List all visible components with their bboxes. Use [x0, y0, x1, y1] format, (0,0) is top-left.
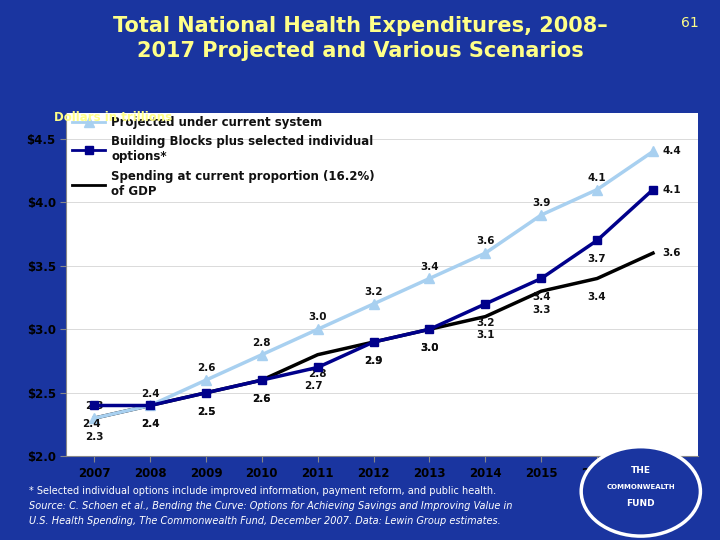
Text: 2.4: 2.4	[82, 420, 101, 429]
Text: U.S. Health Spending, The Commonwealth Fund, December 2007. Data: Lewin Group es: U.S. Health Spending, The Commonwealth F…	[29, 516, 500, 526]
Text: 3.2: 3.2	[476, 318, 495, 328]
Text: 3.4: 3.4	[420, 261, 438, 272]
Text: 3.0: 3.0	[308, 312, 327, 322]
Text: 2.5: 2.5	[197, 407, 215, 417]
Text: 4.4: 4.4	[662, 146, 681, 157]
Text: 2.4: 2.4	[140, 420, 159, 429]
Text: 3.4: 3.4	[588, 292, 606, 302]
Text: 3.6: 3.6	[476, 236, 495, 246]
Text: 4.1: 4.1	[662, 185, 681, 194]
Text: Source: C. Schoen et al., Bending the Curve: Options for Achieving Savings and I: Source: C. Schoen et al., Bending the Cu…	[29, 501, 512, 511]
Text: 2.6: 2.6	[253, 394, 271, 404]
Text: 2.6: 2.6	[253, 394, 271, 404]
Text: 4.1: 4.1	[588, 173, 606, 183]
Text: * Selected individual options include improved information, payment reform, and : * Selected individual options include im…	[29, 486, 496, 496]
Legend: Projected under current system, Building Blocks plus selected individual
options: Projected under current system, Building…	[72, 116, 374, 198]
Text: 2.4: 2.4	[140, 389, 159, 399]
Text: 2.9: 2.9	[364, 356, 383, 366]
Text: 3.3: 3.3	[532, 305, 551, 315]
Text: 2.8: 2.8	[253, 338, 271, 348]
Text: THE: THE	[631, 465, 651, 475]
Text: 3.0: 3.0	[420, 343, 438, 353]
Text: 2.6: 2.6	[197, 363, 215, 373]
Text: 2.4: 2.4	[140, 420, 159, 429]
Text: 61: 61	[680, 16, 698, 30]
Text: FUND: FUND	[626, 498, 655, 508]
Text: 2.9: 2.9	[364, 356, 383, 366]
Text: 2.5: 2.5	[197, 407, 215, 417]
Text: 2.3: 2.3	[85, 401, 104, 411]
Text: 3.4: 3.4	[532, 292, 551, 302]
Text: 3.1: 3.1	[476, 330, 495, 341]
Text: 2.7: 2.7	[305, 381, 323, 391]
Text: 2.8: 2.8	[308, 369, 327, 379]
Text: Dollars in trillions: Dollars in trillions	[54, 111, 172, 124]
Text: Total National Health Expenditures, 2008–
2017 Projected and Various Scenarios: Total National Health Expenditures, 2008…	[112, 16, 608, 61]
Text: 3.7: 3.7	[588, 254, 606, 264]
Text: 3.0: 3.0	[420, 343, 438, 353]
Text: COMMONWEALTH: COMMONWEALTH	[606, 483, 675, 490]
Text: 2.3: 2.3	[85, 432, 104, 442]
Text: 3.2: 3.2	[364, 287, 383, 297]
Circle shape	[581, 447, 701, 536]
Text: 3.6: 3.6	[662, 248, 681, 258]
Text: 3.9: 3.9	[532, 198, 550, 208]
